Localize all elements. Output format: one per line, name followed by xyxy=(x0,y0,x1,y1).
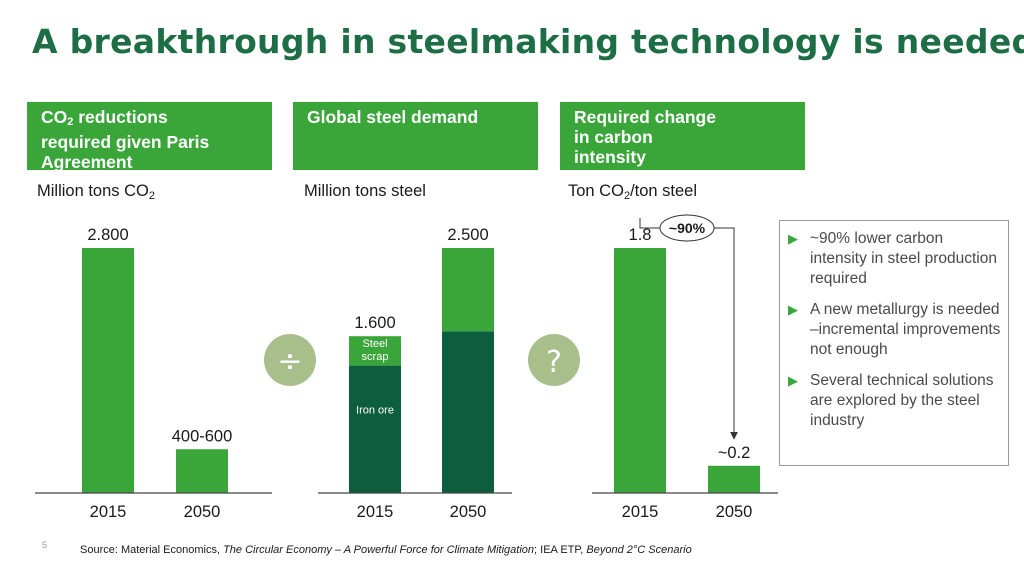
page-number: 5 xyxy=(42,540,48,550)
triangle-bullet-icon: ▶ xyxy=(788,302,798,317)
header-co2-line2: required given Paris xyxy=(41,132,210,152)
header-steel-demand: Global steel demand xyxy=(293,102,538,170)
divide-operator: ÷ xyxy=(264,334,316,386)
header-co2-line1-post: reductions xyxy=(73,107,168,127)
category-label: 2050 xyxy=(716,503,753,521)
unit-demand: Million tons steel xyxy=(304,182,426,200)
value-label: 400-600 xyxy=(172,427,233,445)
category-label: 2050 xyxy=(450,503,487,521)
bar-iron-ore xyxy=(442,331,494,493)
unit-co2-sub: 2 xyxy=(148,190,155,202)
question-circle xyxy=(528,334,580,386)
series-label-scrap: scrap xyxy=(362,351,389,363)
note-text: Several technical solutions are explored… xyxy=(810,372,994,429)
bar-iron-ore xyxy=(349,365,401,493)
value-label: 1.8 xyxy=(629,226,652,244)
unit-intensity-pre: Ton CO xyxy=(568,182,624,200)
header-demand-line1: Global steel demand xyxy=(307,107,479,127)
bar xyxy=(708,465,760,493)
unit-intensity: Ton CO2/ton steel xyxy=(568,182,697,202)
page-title: A breakthrough in steelmaking technology… xyxy=(32,22,1024,61)
unit-intensity-post: /ton steel xyxy=(630,182,698,200)
note-text: ~90% lower carbon intensity in steel pro… xyxy=(810,230,997,287)
series-label-steel: Steel xyxy=(362,338,387,350)
source-part-1: Source: Material Economics, xyxy=(80,544,224,556)
key-takeaways-box: ▶ ~90% lower carbon intensity in steel pr… xyxy=(779,220,1009,466)
bar xyxy=(82,248,134,493)
source-part-2: ; IEA ETP, xyxy=(534,544,587,556)
note-item: ▶ A new metallurgy is needed –incremental… xyxy=(788,300,1002,360)
annotation-bubble xyxy=(659,214,715,242)
unit-intensity-sub: 2 xyxy=(623,190,631,202)
triangle-bullet-icon: ▶ xyxy=(788,231,798,246)
bar-steel-scrap xyxy=(442,248,494,332)
question-operator: ? xyxy=(528,334,580,386)
divide-circle xyxy=(264,334,316,386)
header-intensity-line3: intensity xyxy=(574,147,646,167)
chart-layer: 2015 2050 2.800 400-600 2015 2050 1.600 2.500 Ir… xyxy=(35,214,778,521)
note-text: A new metallurgy is needed –incremental … xyxy=(810,301,1001,358)
value-label: 2.800 xyxy=(87,226,128,244)
note-item: ▶ ~90% lower carbon intensity in steel pr… xyxy=(788,229,1002,289)
category-label: 2015 xyxy=(622,503,659,521)
header-carbon-intensity: Required change in carbon intensity xyxy=(560,102,805,170)
value-label: 2.500 xyxy=(447,226,488,244)
annotation-label: ~90% xyxy=(669,220,706,236)
source-title-2: Beyond 2°C Scenario xyxy=(586,544,692,556)
source-title-1: The Circular Economy – A Powerful Force … xyxy=(223,544,535,556)
value-label: ~0.2 xyxy=(718,444,751,462)
header-intensity-line2: in carbon xyxy=(574,127,653,147)
source-note: Source: Material Economics, The Circular… xyxy=(80,544,692,556)
category-label: 2015 xyxy=(90,503,127,521)
header-intensity-line1: Required change xyxy=(574,107,716,127)
category-label: 2050 xyxy=(184,503,221,521)
divide-icon: ÷ xyxy=(277,344,302,379)
category-label: 2015 xyxy=(357,503,394,521)
header-co2-line1-pre: CO xyxy=(41,107,68,127)
value-label: 1.600 xyxy=(354,314,395,332)
question-icon: ? xyxy=(546,345,562,380)
header-co2-reductions: CO2 reductions required given Paris Agre… xyxy=(27,102,272,172)
header-co2-line3: Agreement xyxy=(41,152,133,172)
header-co2-line1-sub: 2 xyxy=(67,116,74,128)
note-item: ▶ Several technical solutions are explore… xyxy=(788,371,1002,431)
bar xyxy=(176,449,228,493)
unit-co2: Million tons CO2 xyxy=(37,182,155,202)
bar-steel-scrap xyxy=(349,336,401,366)
unit-co2-pre: Million tons CO xyxy=(37,182,149,200)
bar xyxy=(614,248,666,493)
series-label-iron-ore: Iron ore xyxy=(356,405,394,417)
triangle-bullet-icon: ▶ xyxy=(788,373,798,388)
